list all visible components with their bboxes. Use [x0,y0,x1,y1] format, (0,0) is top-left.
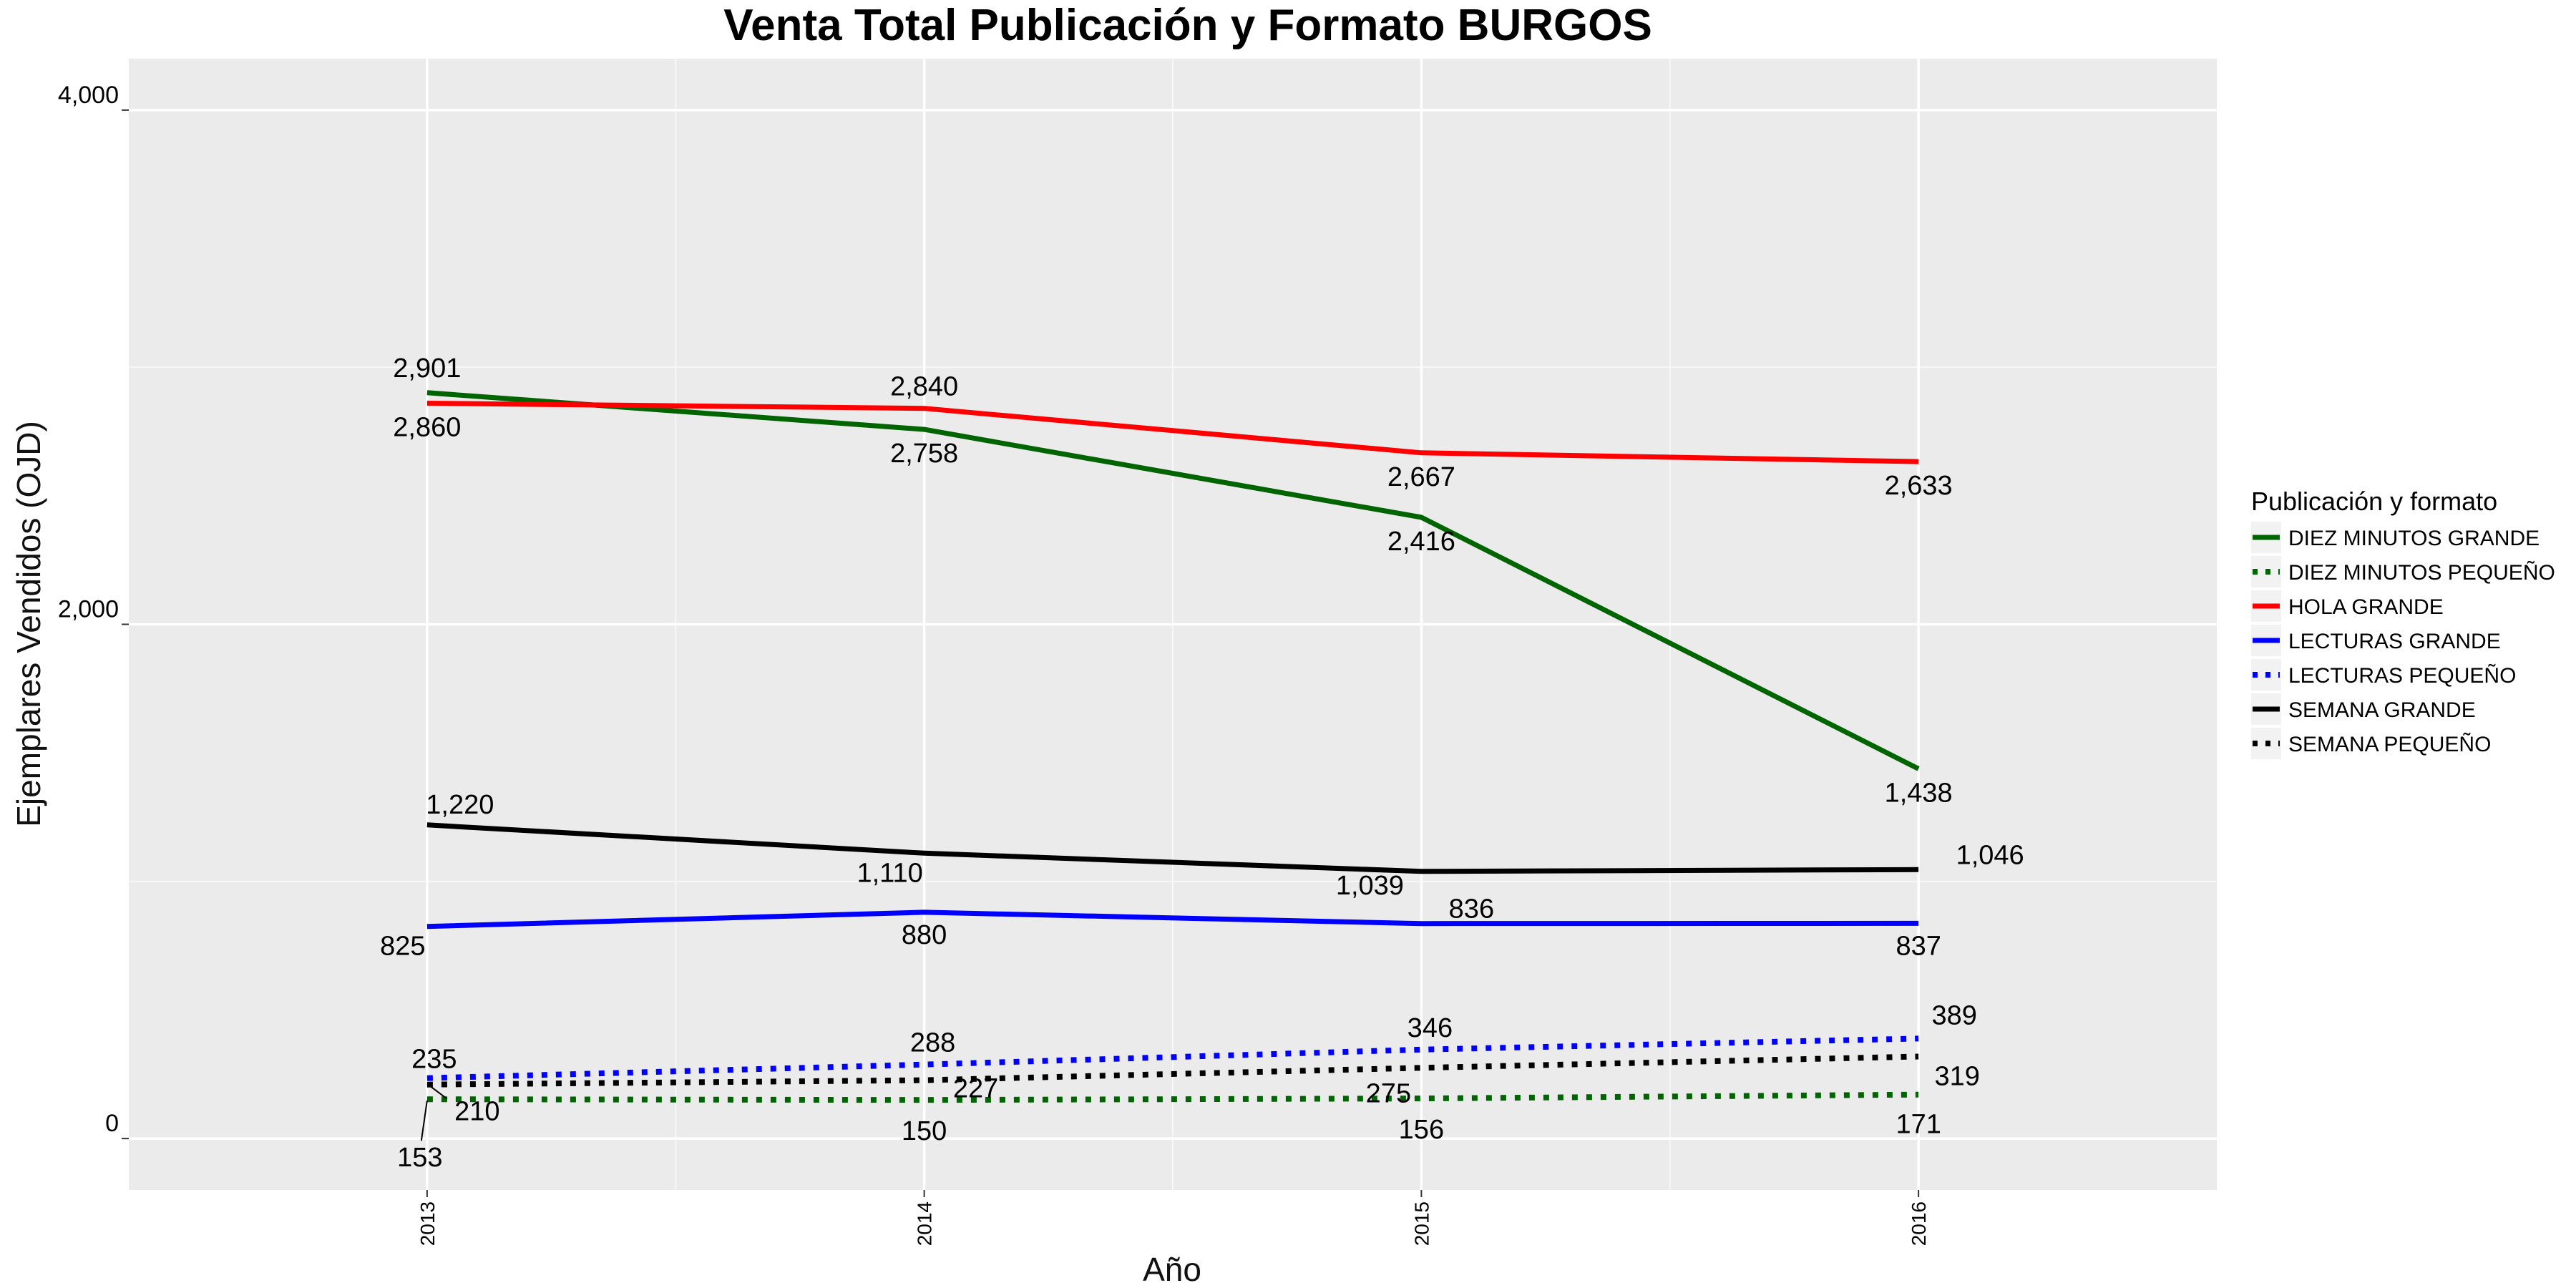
legend-label: DIEZ MINUTOS PEQUEÑO [2288,560,2555,585]
data-label-diez-minutos-grande: 2,901 [393,353,461,384]
legend-label: LECTURAS GRANDE [2288,630,2501,653]
legend-item-lecturas-grande: LECTURAS GRANDE [2251,625,2501,656]
leader-line [429,1085,448,1100]
legend-item-semana-grande: SEMANA GRANDE [2251,693,2476,725]
series-line-semana-pequeno [426,1053,1919,1088]
data-label-lecturas-pequeno: 346 [1407,1013,1453,1043]
legend-label: DIEZ MINUTOS GRANDE [2288,527,2540,550]
data-label-lecturas-pequeno: 288 [910,1028,955,1058]
data-label-hola-grande: 2,860 [393,412,461,442]
x-tick-label: 2015 [1410,1201,1433,1246]
data-label-diez-minutos-grande: 2,758 [890,439,958,469]
y-axis-title: Ejemplares Vendidos (OJD) [10,421,47,827]
data-label-semana-grande: 1,039 [1336,871,1404,901]
data-label-lecturas-grande: 825 [380,932,425,962]
data-labels: 2,901 2,758 2,416 1,438 153 150 156 171 2,860 2,8… [380,353,2024,1173]
data-label-diez-minutos-pequeno: 153 [397,1143,442,1173]
series-line-lecturas-grande [426,909,1919,930]
data-label-lecturas-grande: 836 [1449,894,1494,924]
legend-item-diez-minutos-pequeno: DIEZ MINUTOS PEQUEÑO [2251,556,2555,587]
data-label-semana-pequeno: 319 [1934,1062,1979,1092]
legend-title: Publicación y formato [2251,487,2497,516]
x-axis: 2013 2014 2015 2016 [416,1190,1930,1246]
data-label-diez-minutos-grande: 2,416 [1387,527,1455,557]
data-label-semana-grande: 1,110 [857,858,922,888]
data-label-semana-pequeno: 227 [953,1074,998,1104]
y-tick-label: 0 [105,1110,119,1137]
series-line-semana-grande [426,822,1919,874]
x-tick-label: 2013 [416,1201,439,1246]
legend-item-semana-pequeno: SEMANA PEQUEÑO [2251,728,2491,759]
data-label-hola-grande: 2,667 [1387,462,1455,492]
grid-major [129,59,2217,1190]
x-tick-label: 2016 [1908,1201,1930,1246]
data-label-semana-grande: 1,220 [426,790,494,820]
data-label-semana-pequeno: 275 [1366,1078,1411,1108]
series-line-hola-grande [426,401,1919,464]
legend-item-hola-grande: HOLA GRANDE [2251,590,2444,622]
label-leaders [420,1085,448,1141]
leader-line [420,1101,428,1141]
chart-title: Venta Total Publicación y Formato BURGOS [723,1,1652,50]
data-label-lecturas-pequeno: 235 [411,1045,457,1075]
legend-label: LECTURAS PEQUEÑO [2288,663,2516,688]
data-label-lecturas-pequeno: 389 [1931,1000,1976,1030]
legend-label: SEMANA GRANDE [2288,698,2476,722]
series-line-diez-minutos-pequeno [426,1091,1919,1103]
legend-item-lecturas-pequeno: LECTURAS PEQUEÑO [2251,659,2516,691]
legend: Publicación y formato DIEZ MINUTOS GRAND… [2251,487,2555,759]
data-label-hola-grande: 2,840 [890,372,958,402]
legend-label: SEMANA PEQUEÑO [2288,732,2491,756]
x-axis-title: Año [1143,1251,1201,1288]
data-label-semana-pequeno: 210 [454,1097,499,1127]
data-label-hola-grande: 2,633 [1885,471,1953,501]
legend-label: HOLA GRANDE [2288,595,2444,619]
data-label-diez-minutos-pequeno: 150 [902,1116,947,1146]
legend-item-diez-minutos-grande: DIEZ MINUTOS GRANDE [2251,522,2540,553]
y-tick-label: 4,000 [58,82,119,109]
y-axis: 0 2,000 4,000 [58,82,129,1140]
y-tick-label: 2,000 [58,596,119,623]
data-label-diez-minutos-pequeno: 156 [1399,1115,1444,1145]
data-label-lecturas-grande: 880 [902,920,947,950]
series-lines [426,390,1920,1103]
x-tick-label: 2014 [914,1201,936,1246]
data-label-semana-grande: 1,046 [1956,840,2024,870]
data-label-diez-minutos-pequeno: 171 [1896,1110,1941,1140]
series-line-diez-minutos-grande [426,390,1920,771]
data-label-lecturas-grande: 837 [1896,931,1941,961]
series-line-lecturas-pequeno [426,1035,1919,1081]
data-label-diez-minutos-grande: 1,438 [1885,778,1953,808]
